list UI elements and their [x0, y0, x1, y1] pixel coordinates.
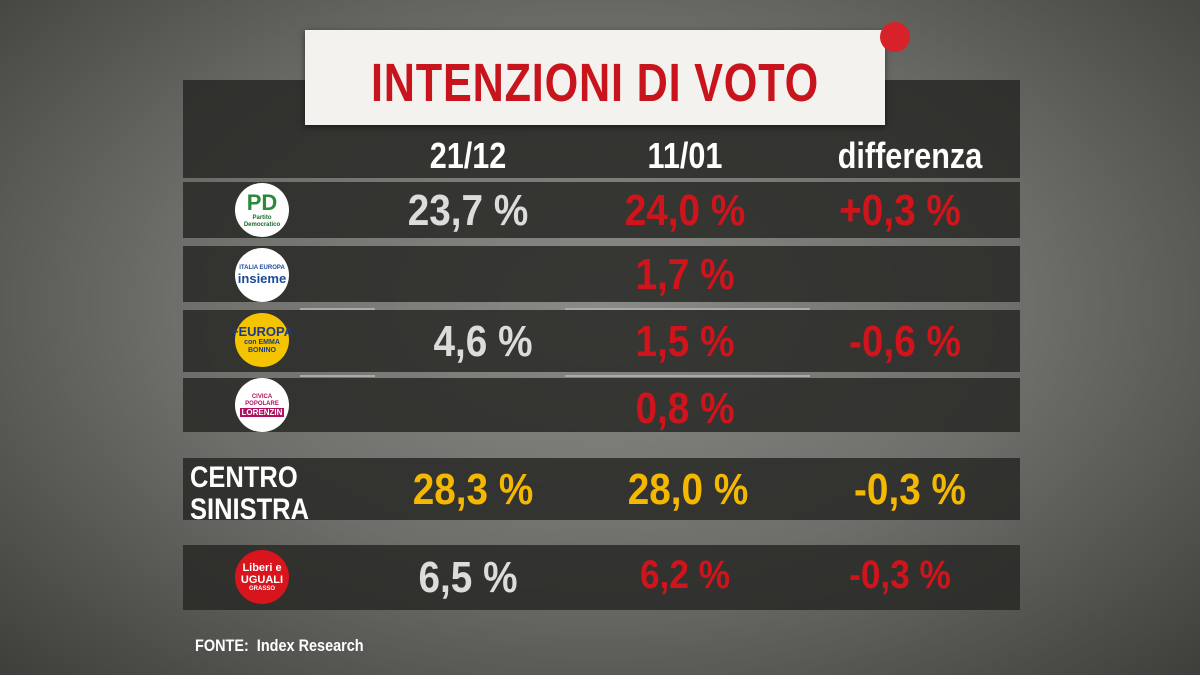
logo-text: insieme — [237, 270, 287, 286]
value: 0,8 % — [635, 384, 735, 433]
value: 1,7 % — [635, 250, 735, 299]
value: 1,5 % — [635, 317, 735, 366]
value: 28,3 % — [412, 465, 534, 514]
value: 6,2 % — [639, 553, 731, 597]
logo-text: con EMMA BONINO — [244, 339, 280, 354]
value: 4,6 % — [433, 317, 533, 366]
row-band — [183, 545, 1020, 610]
logo-text: GRASSO — [248, 585, 275, 592]
separator — [300, 308, 375, 310]
logo: CIVICA POPOLARE LORENZIN — [235, 378, 289, 432]
separator — [300, 375, 375, 377]
logo-text: ITALIA EUROPA — [239, 264, 285, 271]
row-label-line: SINISTRA — [190, 493, 310, 526]
value: -0,6 % — [849, 317, 961, 366]
row-band — [183, 458, 1020, 520]
value: +0,3 % — [839, 186, 961, 235]
logo-text: Partito Democratico — [243, 215, 281, 228]
separator — [565, 375, 810, 377]
value: -0,3 % — [854, 465, 966, 514]
row-band — [183, 182, 1020, 238]
value: 6,5 % — [418, 553, 518, 602]
value: -0,3 % — [849, 553, 951, 597]
row-band — [183, 378, 1020, 432]
value: 28,0 % — [627, 465, 749, 514]
source: FONTE: Index Research — [195, 636, 364, 655]
logo: Liberi e UGUALI GRASSO — [235, 550, 289, 604]
row-label-line: CENTRO — [190, 461, 298, 494]
logo-text: PD — [246, 190, 278, 215]
separator — [565, 308, 810, 310]
logo-text: +EUROPA — [230, 324, 294, 339]
column-header: 11/01 — [647, 135, 723, 176]
value: 24,0 % — [624, 186, 746, 235]
logo-text: Liberi e UGUALI — [240, 561, 284, 586]
logo-text: LORENZIN — [239, 407, 285, 417]
pin — [880, 22, 910, 52]
value: 23,7 % — [407, 186, 529, 235]
logo: PD Partito Democratico — [235, 183, 289, 237]
column-header: 21/12 — [429, 135, 507, 176]
title-paper — [305, 30, 885, 125]
logo-text: CIVICA POPOLARE — [245, 393, 279, 407]
logo: +EUROPA con EMMA BONINO — [231, 313, 293, 367]
row-label: CENTRO SINISTRA — [190, 462, 309, 526]
column-header: differenza — [837, 135, 983, 176]
row-band — [183, 246, 1020, 302]
logo: ITALIA EUROPA insieme — [235, 248, 289, 302]
row-band — [183, 310, 1020, 372]
title: INTENZIONI DI VOTO — [370, 53, 820, 113]
